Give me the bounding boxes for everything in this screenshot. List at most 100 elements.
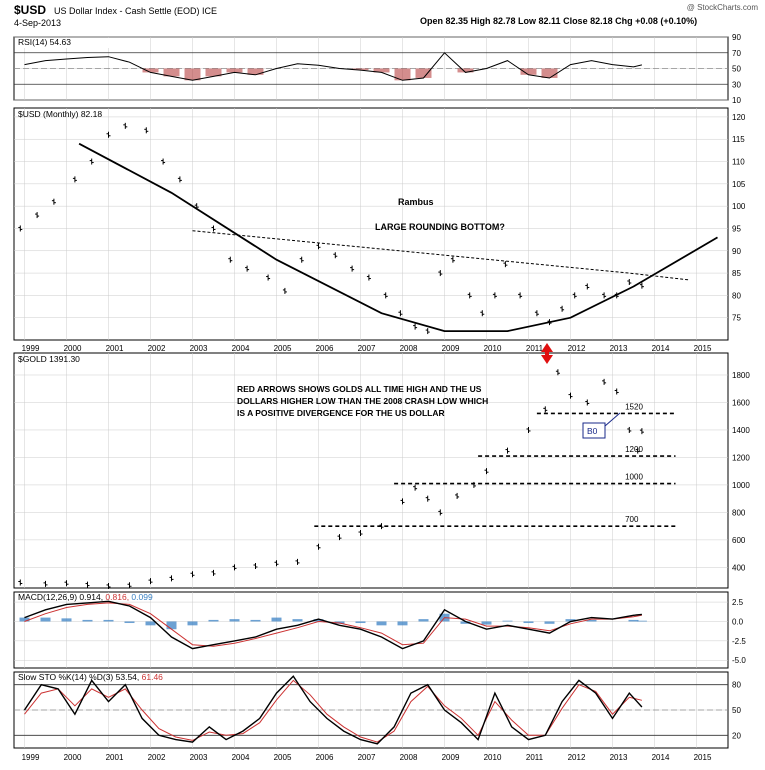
- usd-x-tick-label: 2002: [148, 344, 166, 353]
- macd-hist-bar: [313, 619, 324, 622]
- bottom-x-tick-label: 2014: [652, 753, 670, 762]
- macd-hist-bar: [229, 619, 240, 622]
- macd-hist-bar: [271, 617, 282, 622]
- bottom-x-tick-label: 2013: [610, 753, 628, 762]
- macd-hist-bar: [418, 619, 429, 622]
- macd-hist-bar: [166, 621, 177, 630]
- bottom-x-tick-label: 2006: [316, 753, 334, 762]
- sto-y-tick-label: 20: [732, 731, 741, 740]
- usd-x-tick-label: 2006: [316, 344, 334, 353]
- usd-y-tick-label: 75: [732, 314, 741, 323]
- usd-y-tick-label: 120: [732, 113, 746, 122]
- rsi-neg-fill: [247, 68, 264, 75]
- bottom-x-tick-label: 2011: [526, 753, 544, 762]
- macd-y-tick-label: 2.5: [732, 598, 744, 607]
- gold-support-label: 700: [625, 515, 639, 524]
- usd-y-tick-label: 80: [732, 291, 741, 300]
- gold-note-line-3: IS A POSITIVE DIVERGENCE FOR THE US DOLL…: [237, 408, 445, 418]
- gold-support-label: 1000: [625, 473, 643, 482]
- header-name: US Dollar Index - Cash Settle (EOD) ICE: [54, 6, 217, 16]
- macd-hist-bar: [628, 619, 639, 622]
- macd-hist-bar: [586, 619, 597, 622]
- gold-note-line-1: RED ARROWS SHOWS GOLDS ALL TIME HIGH AND…: [237, 384, 482, 394]
- rsi-neg-fill: [142, 68, 159, 73]
- b0-callout: B0: [582, 412, 621, 439]
- rsi-y-tick-label: 70: [732, 49, 741, 58]
- bottom-x-tick-label: 2005: [274, 753, 292, 762]
- bottom-x-tick-label: 2009: [442, 753, 460, 762]
- macd-legend-value: 0.816,: [105, 592, 131, 602]
- sto-panel: 20 50 80 Slow STO %K(14) %D(3) 53.54, 61.46: [13, 671, 741, 749]
- macd-legend-value: 0.099: [131, 592, 153, 602]
- usd-x-tick-label: 2003: [190, 344, 208, 353]
- bottom-x-tick-label: 2003: [190, 753, 208, 762]
- macd-hist-bar: [124, 621, 135, 624]
- gold-legend: $GOLD 1391.30: [18, 354, 80, 364]
- rsi-panel: 10 30 50 70 90 RSI(14) 54.63: [13, 33, 741, 105]
- rsi-neg-fill: [520, 68, 537, 75]
- gold-y-tick-label: 600: [732, 536, 746, 545]
- bottom-x-tick-label: 2002: [148, 753, 166, 762]
- sto-legend-value: 53.54,: [116, 672, 142, 682]
- bottom-x-tick-label: 2007: [358, 753, 376, 762]
- usd-x-tick-label: 2007: [358, 344, 376, 353]
- gold-y-tick-label: 1800: [732, 371, 750, 380]
- gold-y-tick-label: 400: [732, 563, 746, 572]
- usd-x-tick-label: 2015: [694, 344, 712, 353]
- usd-y-tick-label: 110: [732, 158, 745, 167]
- macd-hist-bar: [187, 621, 198, 626]
- usd-x-tick-label: 2001: [106, 344, 124, 353]
- bottom-x-tick-label: 2010: [484, 753, 502, 762]
- gold-y-tick-label: 800: [732, 508, 746, 517]
- red-arrow-down: [541, 355, 553, 364]
- rsi-neg-fill: [415, 68, 432, 78]
- gold-support-label: 1520: [625, 402, 643, 411]
- macd-hist-bar: [502, 620, 513, 622]
- b0-callout-text: B0: [587, 426, 598, 436]
- rsi-neg-fill: [226, 68, 243, 73]
- bottom-x-tick-label: 2001: [106, 753, 124, 762]
- macd-hist-bar: [19, 617, 30, 622]
- sto-k-line: [23, 675, 643, 745]
- gold-frame: [13, 352, 729, 589]
- usd-panel: 75 80 85 90 95 100 105 110 115 120 $USD (Monthly) …: [13, 107, 746, 341]
- macd-hist-bar: [40, 617, 51, 622]
- gold-support-label: 1200: [625, 445, 643, 454]
- macd-hist-bar: [208, 619, 219, 622]
- bottom-x-axis: 1999 2000 2001 2002 2003 2004 2005 2006 2007 2008…: [22, 753, 712, 762]
- macd-y-tick-label: -2.5: [732, 637, 746, 646]
- bottom-x-tick-label: 2008: [400, 753, 418, 762]
- usd-x-tick-label: 2010: [484, 344, 502, 353]
- red-arrow: [541, 343, 553, 364]
- macd-hist-bar: [481, 621, 492, 625]
- gold-y-tick-label: 1400: [732, 426, 750, 435]
- macd-line: [24, 600, 642, 650]
- sto-y-tick-label: 80: [732, 681, 741, 690]
- watermark: @ StockCharts.com: [687, 3, 759, 12]
- usd-y-tick-label: 85: [732, 269, 741, 278]
- macd-hist-bar: [397, 621, 408, 626]
- macd-hist-bar: [355, 621, 366, 624]
- red-arrow-up: [541, 343, 553, 352]
- macd-legend-name: MACD(12,26,9): [18, 592, 79, 602]
- usd-x-tick-label: 2014: [652, 344, 670, 353]
- usd-resistance-line: [192, 230, 689, 281]
- sto-y-tick-label: 50: [732, 706, 741, 715]
- rambus-label: Rambus: [398, 197, 434, 207]
- rsi-line: [24, 52, 643, 81]
- usd-x-axis: 1999 2000 2001 2002 2003 2004 2005 2006 2007 2008…: [22, 344, 712, 353]
- rsi-neg-fill: [163, 68, 180, 77]
- macd-hist-bar: [376, 621, 387, 626]
- usd-x-tick-label: 2013: [610, 344, 628, 353]
- macd-hist-bar: [636, 620, 647, 622]
- macd-y-tick-label: -5.0: [732, 656, 746, 665]
- usd-frame: [13, 107, 729, 341]
- macd-hist-bar: [460, 621, 471, 624]
- gold-panel: 400 600 800 1000 1200 1400 1600 1800 1520 1200 100…: [13, 352, 750, 589]
- gold-note: RED ARROWS SHOWS GOLDS ALL TIME HIGH AND…: [237, 384, 491, 418]
- sto-legend-value: 61.46: [142, 672, 164, 682]
- rsi-y-tick-label: 30: [732, 80, 741, 89]
- rsi-neg-fill: [457, 68, 474, 73]
